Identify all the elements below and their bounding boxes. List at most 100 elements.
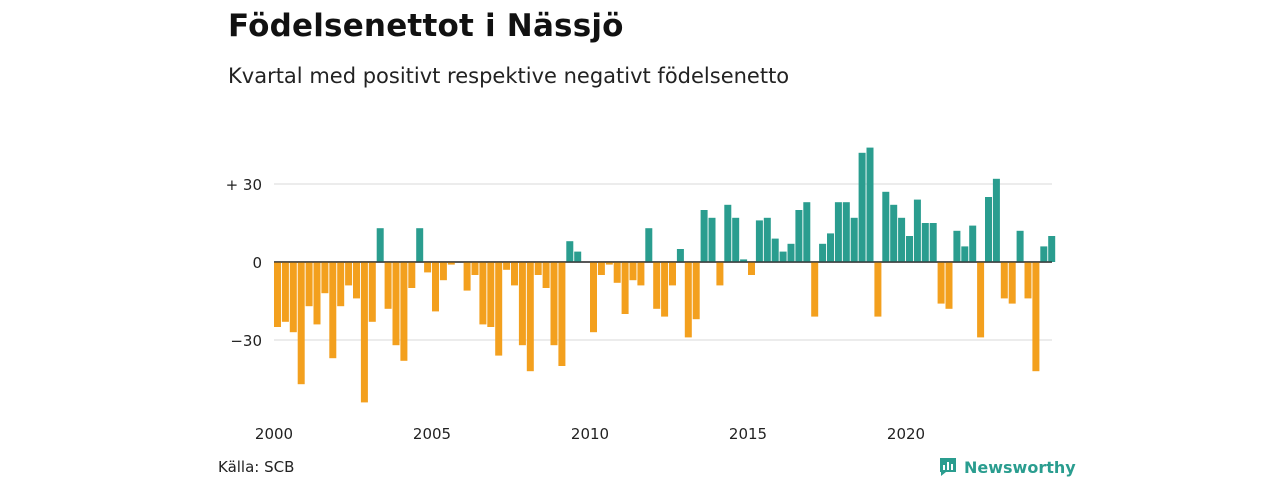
bar-2014-q1	[716, 262, 724, 286]
bar-2014-q2	[724, 204, 732, 262]
bar-2000-q3	[289, 262, 297, 333]
bar-2002-q3	[353, 262, 360, 299]
bar-2018-q2	[850, 217, 858, 262]
bar-2008-q4	[550, 262, 558, 346]
bar-2023-q3	[1016, 230, 1024, 262]
bar-2013-q4	[708, 217, 716, 262]
bar-2017-q2	[819, 243, 827, 262]
bar-2023-q2	[1008, 262, 1016, 304]
bar-2019-q4	[898, 217, 906, 262]
bar-2007-q4	[518, 262, 526, 346]
bar-2021-q4	[961, 246, 969, 262]
bar-2009-q2	[566, 241, 574, 262]
bar-2010-q4	[613, 262, 621, 283]
bar-2019-q3	[890, 204, 898, 262]
bar-2021-q3	[953, 230, 961, 262]
bar-2011-q4	[645, 228, 653, 262]
x-tick-label: 2005	[413, 425, 451, 443]
bar-2020-q4	[929, 223, 937, 262]
bar-2002-q2	[345, 262, 353, 286]
bar-2001-q4	[329, 262, 337, 359]
bar-2002-q1	[337, 262, 345, 307]
bar-2008-q3	[542, 262, 550, 288]
newsworthy-logo-icon	[940, 458, 956, 476]
bar-2022-q1	[969, 225, 977, 262]
bar-2011-q3	[637, 262, 645, 286]
bar-2019-q2	[882, 191, 890, 262]
bar-2018-q1	[842, 202, 850, 262]
bar-2013-q2	[692, 262, 700, 320]
bar-2003-q1	[368, 262, 376, 322]
x-tick-label: 2020	[887, 425, 925, 443]
y-tick-label: −30	[230, 332, 262, 350]
bar-2009-q3	[574, 251, 582, 262]
bar-2006-q2	[471, 262, 479, 275]
bar-2004-q2	[408, 262, 416, 288]
bar-2004-q3	[416, 228, 424, 262]
y-tick-label: + 30	[226, 176, 262, 194]
bar-2015-q4	[771, 238, 779, 262]
bar-2018-q4	[866, 147, 874, 262]
bar-2006-q1	[463, 262, 471, 291]
bar-2007-q3	[511, 262, 518, 286]
bar-2000-q2	[281, 262, 289, 322]
bar-2001-q3	[321, 262, 329, 294]
bar-2012-q3	[669, 262, 676, 286]
bar-2018-q3	[858, 152, 866, 262]
bar-2017-q1	[811, 262, 819, 317]
bar-2004-q1	[400, 262, 408, 361]
bar-2023-q1	[1000, 262, 1008, 299]
bar-2024-q3	[1048, 236, 1056, 262]
bar-2007-q1	[495, 262, 503, 356]
bar-2010-q2	[597, 262, 605, 275]
bar-2023-q4	[1024, 262, 1032, 299]
chart-title: Födelsenettot i Nässjö	[228, 8, 624, 44]
bar-2013-q3	[700, 210, 708, 262]
bar-2011-q2	[629, 262, 637, 281]
bar-2005-q3	[447, 262, 455, 265]
bar-2002-q4	[360, 262, 368, 403]
bar-2000-q1	[274, 262, 281, 327]
bar-2007-q2	[503, 262, 511, 270]
bar-2003-q2	[376, 228, 384, 262]
bar-2020-q3	[921, 223, 929, 262]
x-tick-label: 2000	[255, 425, 293, 443]
bar-2003-q4	[392, 262, 400, 346]
bar-2014-q4	[740, 259, 748, 262]
bar-2010-q1	[590, 262, 597, 333]
bar-2017-q3	[827, 233, 834, 262]
bar-2016-q1	[779, 251, 787, 262]
bar-2005-q1	[432, 262, 439, 312]
bar-2016-q2	[787, 243, 795, 262]
bar-2001-q2	[313, 262, 321, 325]
bar-2022-q4	[992, 178, 1000, 262]
bar-2020-q2	[913, 199, 921, 262]
bar-2016-q3	[795, 210, 803, 262]
bar-2021-q1	[937, 262, 945, 304]
bar-2006-q4	[487, 262, 495, 327]
bar-2006-q3	[479, 262, 487, 325]
bar-2012-q1	[653, 262, 661, 309]
bars	[274, 147, 1056, 403]
bar-2012-q4	[676, 249, 684, 262]
bar-2008-q1	[526, 262, 534, 372]
bar-2014-q3	[732, 217, 740, 262]
x-tick-label: 2015	[729, 425, 767, 443]
axis-labels: + 30 0 −30 2000 2005 2010 2015 2020	[226, 176, 926, 443]
bar-2004-q4	[424, 262, 432, 273]
bar-2020-q1	[906, 236, 913, 262]
bar-2015-q1	[748, 262, 755, 275]
bar-2024-q2	[1040, 246, 1048, 262]
bar-2003-q3	[384, 262, 392, 309]
brand-label: Newsworthy	[964, 457, 1076, 477]
bar-2022-q3	[985, 197, 992, 262]
bar-2024-q1	[1032, 262, 1040, 372]
bar-2011-q1	[621, 262, 629, 314]
bar-2015-q3	[763, 217, 771, 262]
bar-2009-q1	[558, 262, 566, 366]
bar-2000-q4	[297, 262, 305, 385]
bar-2013-q1	[684, 262, 692, 338]
bar-2005-q2	[439, 262, 447, 281]
bar-2017-q4	[834, 202, 842, 262]
